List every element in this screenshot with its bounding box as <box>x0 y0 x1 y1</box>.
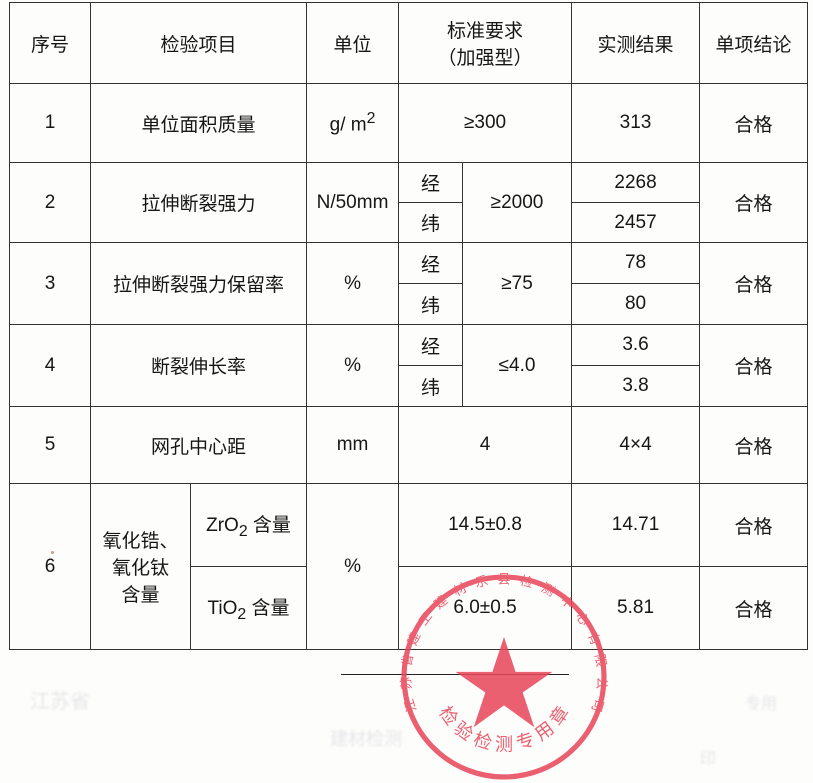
svg-text:公: 公 <box>594 676 610 690</box>
svg-text:江: 江 <box>401 697 419 714</box>
svg-text:测: 测 <box>495 735 513 755</box>
svg-text:苏: 苏 <box>398 676 414 690</box>
svg-text:检: 检 <box>519 573 535 591</box>
svg-text:检: 检 <box>471 729 494 754</box>
svg-text:限: 限 <box>592 653 609 668</box>
svg-text:司: 司 <box>589 697 607 714</box>
svg-text:县: 县 <box>498 571 511 586</box>
svg-text:省: 省 <box>399 653 416 668</box>
svg-text:乐: 乐 <box>473 573 489 591</box>
